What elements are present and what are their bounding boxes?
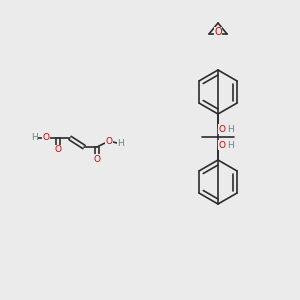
Text: H: H xyxy=(31,134,38,142)
Text: O: O xyxy=(94,154,100,164)
Text: O: O xyxy=(214,27,222,37)
Text: O: O xyxy=(218,140,226,149)
Text: O: O xyxy=(55,146,62,154)
Text: H: H xyxy=(118,140,124,148)
Text: H: H xyxy=(228,124,234,134)
Text: H: H xyxy=(228,140,234,149)
Text: O: O xyxy=(106,136,112,146)
Text: O: O xyxy=(218,124,226,134)
Text: O: O xyxy=(43,134,50,142)
